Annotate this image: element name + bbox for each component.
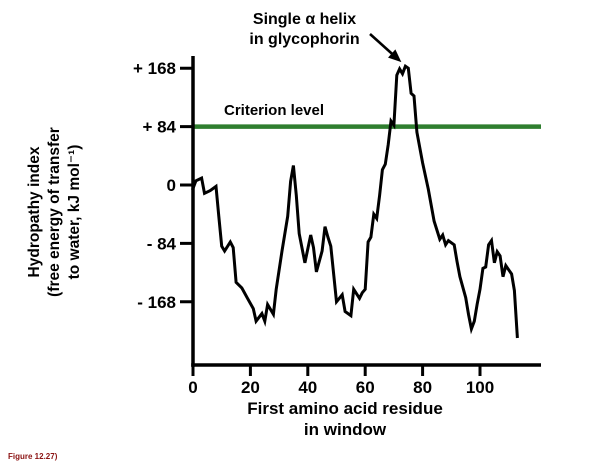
x-axis-label-line2: in window: [303, 420, 387, 440]
hydropathy-curve: [191, 63, 519, 339]
x-axis-label-line1: First amino acid residue: [247, 399, 443, 418]
y-tick-label: + 168: [133, 59, 176, 78]
annotation-arrow-head: [388, 49, 402, 63]
x-tick-label: 80: [413, 378, 432, 397]
x-tick-label: 100: [466, 378, 494, 397]
criterion-level-label: Criterion level: [224, 102, 325, 119]
x-axis-label: First amino acid residue in window: [195, 398, 495, 441]
y-axis-label-line2: (free energy of transfer: [46, 127, 64, 297]
y-tick-label: + 84: [142, 118, 176, 137]
x-tick-label: 40: [298, 378, 317, 397]
x-tick-label: 0: [188, 378, 197, 397]
annotation-line2: in glycophorin: [249, 31, 360, 48]
annotation-single-alpha-helix: Single α helix in glycophorin: [212, 10, 397, 50]
y-tick-label: 0: [167, 176, 176, 195]
y-tick-label: - 84: [147, 234, 177, 253]
x-tick-label: 20: [241, 378, 260, 397]
y-axis-label-line3: to water, kJ mol⁻¹): [65, 144, 83, 280]
x-tick-label: 60: [356, 378, 375, 397]
annotation-line1: Single α helix: [252, 11, 357, 28]
y-axis-label-line1: Hydropathy index: [26, 146, 44, 278]
annotation-arrow-line: [369, 33, 395, 57]
figure-caption: Figure 12.27): [8, 452, 58, 461]
y-tick-label: - 168: [137, 293, 176, 312]
y-axis-label: Hydropathy index (free energy of transfe…: [10, 62, 100, 362]
